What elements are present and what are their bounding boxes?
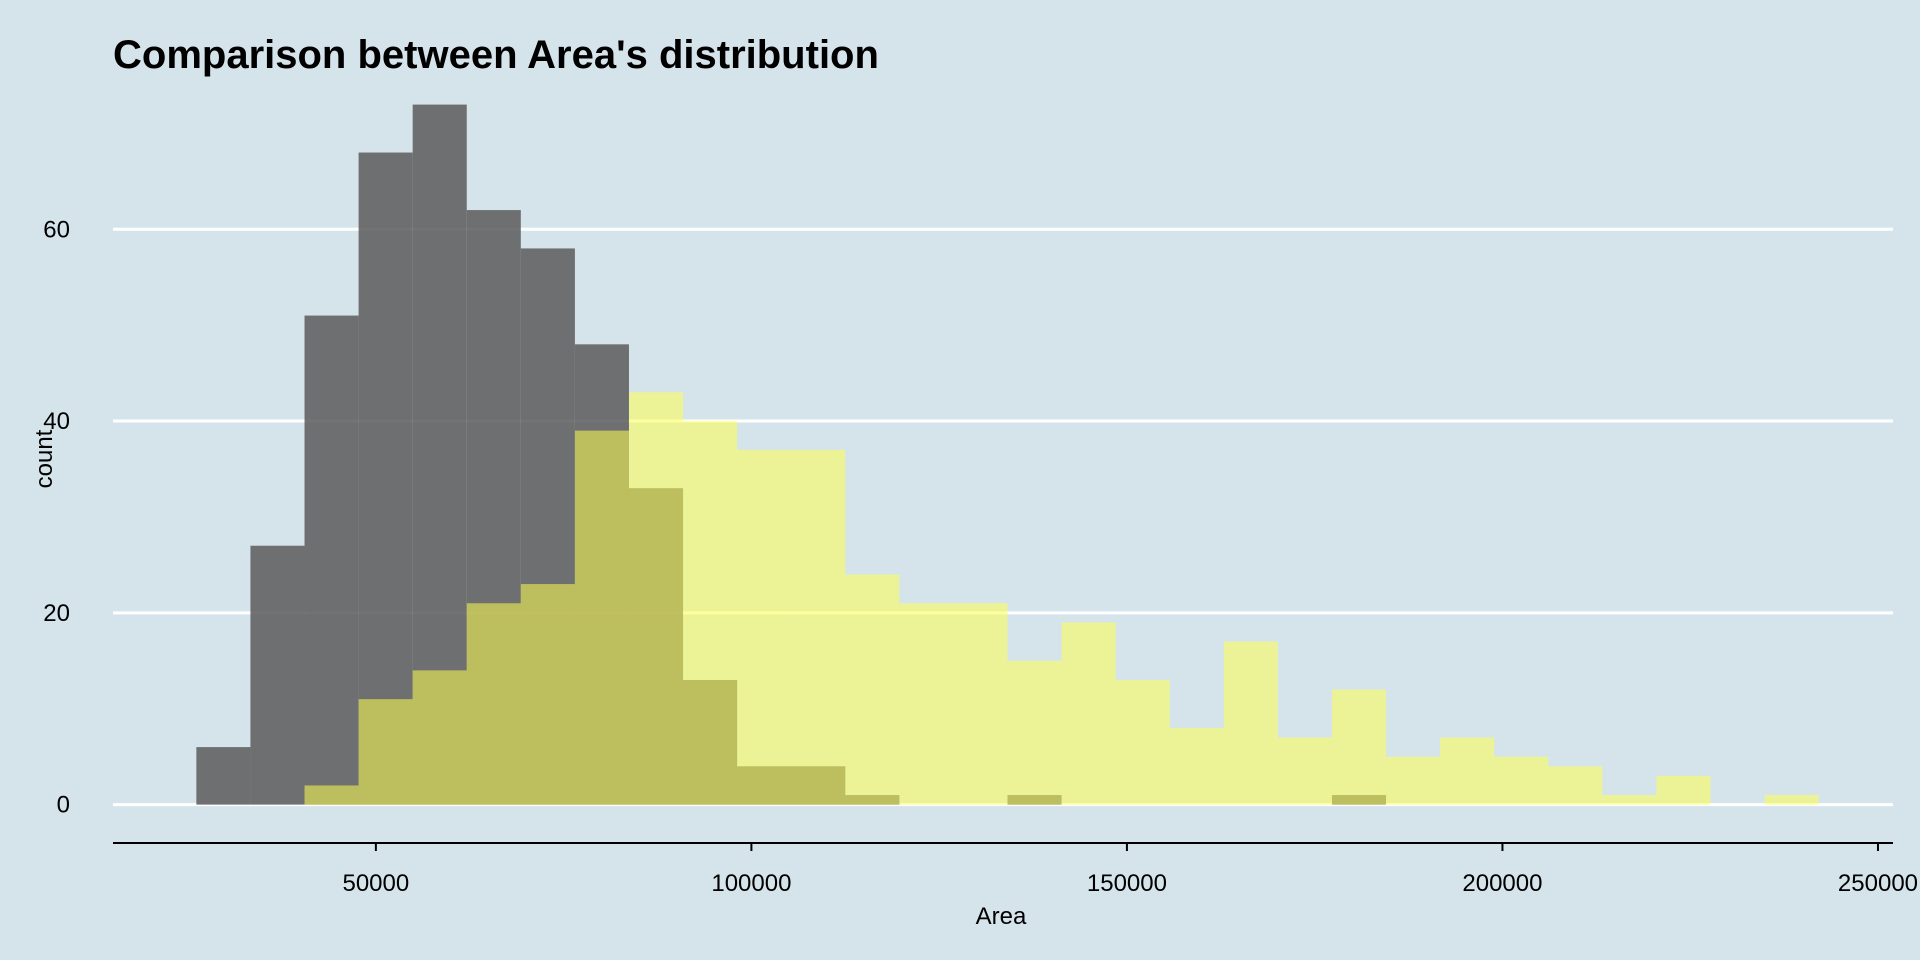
y-tick-label: 60 [43, 216, 70, 243]
histogram-bar [250, 545, 305, 805]
x-tick-label: 100000 [711, 870, 791, 897]
histogram-bar [628, 392, 684, 805]
x-tick-label: 150000 [1087, 870, 1167, 897]
histogram-bar [1277, 737, 1332, 805]
histogram-bar [1331, 689, 1387, 805]
histogram-bar [1169, 727, 1224, 805]
histogram-bar [737, 449, 792, 805]
x-tick-label: 200000 [1462, 870, 1542, 897]
histogram-bar [791, 449, 846, 805]
histogram-bar [1764, 795, 1819, 805]
histogram-bar [845, 574, 900, 805]
y-tick-label: 20 [43, 600, 70, 627]
x-axis: 50000 100000 150000 200000 250000 [113, 842, 1918, 897]
histogram-bar [953, 603, 1008, 805]
histogram-bar [683, 421, 738, 805]
histogram-bar [1494, 756, 1549, 805]
histogram-bar [1007, 660, 1062, 805]
chart-title: Comparison between Area's distribution [113, 33, 879, 77]
histogram-bar [358, 152, 413, 805]
histogram-bars [196, 104, 1819, 805]
histogram-bar [1602, 795, 1657, 805]
histogram-bar [358, 699, 413, 805]
histogram-bar [1386, 756, 1441, 805]
y-tick-label: 0 [57, 792, 70, 819]
histogram-bar [304, 785, 359, 805]
histogram-bar [304, 315, 359, 805]
histogram-bar [196, 747, 251, 805]
histogram-bar [466, 603, 521, 805]
y-axis-ticks: 0 20 40 60 [43, 216, 70, 818]
histogram-bar [1223, 641, 1278, 805]
histogram-bar [1440, 737, 1495, 805]
x-tick-label: 250000 [1838, 870, 1918, 897]
y-axis-label: count [31, 429, 58, 488]
histogram-bar [1548, 766, 1603, 805]
histogram-bar [899, 603, 954, 805]
histogram-bar [1656, 775, 1711, 805]
histogram-bar [412, 670, 467, 805]
histogram-bar [1115, 679, 1170, 805]
series-yellow-bars [304, 392, 1819, 805]
x-tick-label: 50000 [342, 870, 409, 897]
y-tick-label: 40 [43, 408, 70, 435]
histogram-bar [520, 584, 575, 805]
histogram-bar [1061, 622, 1116, 805]
histogram-bar [574, 430, 629, 805]
x-axis-label: Area [976, 903, 1027, 930]
